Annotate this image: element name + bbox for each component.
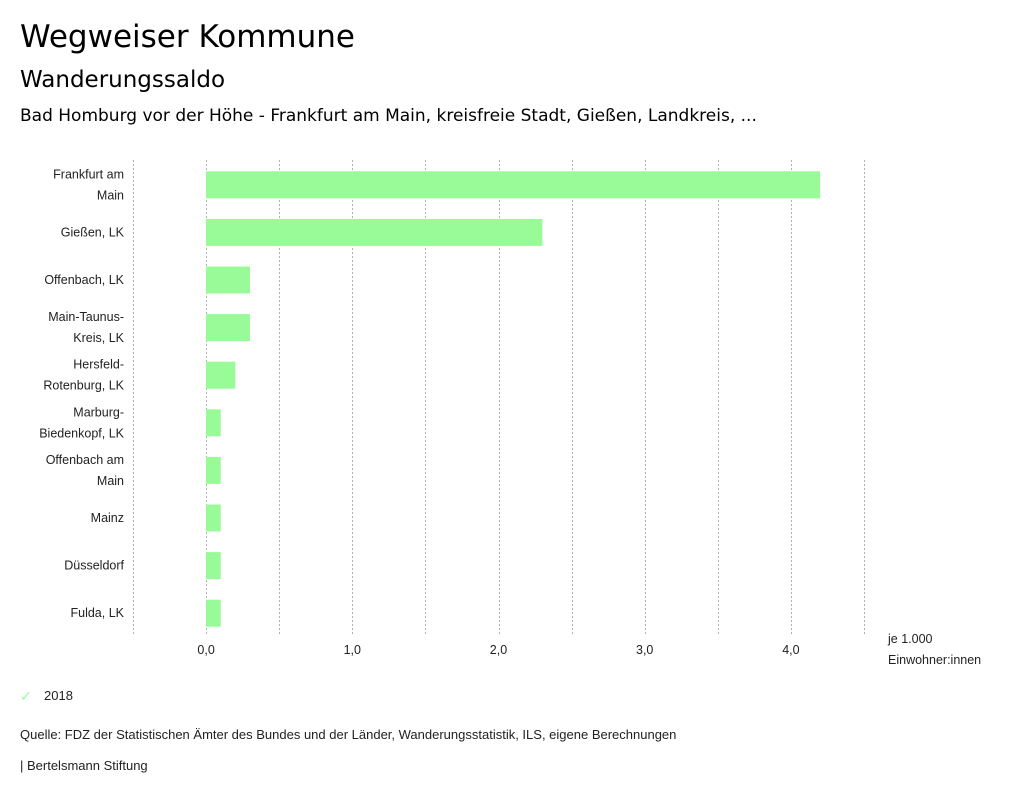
grid-lines: [133, 160, 865, 636]
category-label: Offenbach, LK: [44, 273, 124, 287]
legend-label-2018: 2018: [44, 688, 73, 703]
source-note: Quelle: FDZ der Statistischen Ämter des …: [20, 727, 677, 742]
check-icon[interactable]: ✓: [20, 688, 32, 704]
category-label: Biedenkopf, LK: [39, 426, 124, 440]
bar[interactable]: [206, 314, 250, 342]
category-label: Offenbach am: [46, 453, 124, 467]
unit-label-line: Einwohner:innen: [888, 653, 981, 667]
selection-description: Bad Homburg vor der Höhe - Frankfurt am …: [20, 106, 757, 126]
x-tick-labels: 0,0 1,0 2,0 3,0 4,0: [197, 643, 799, 657]
bar[interactable]: [206, 266, 250, 294]
bar[interactable]: [206, 456, 221, 484]
category-label: Gießen, LK: [61, 225, 125, 239]
unit-label: je 1.000 Einwohner:innen: [887, 632, 981, 667]
category-labels: Frankfurt am Main Gießen, LK Offenbach, LK M…: [39, 167, 124, 620]
page-title: Wegweiser Kommune: [20, 19, 355, 55]
category-label: Main-Taunus-: [48, 310, 124, 324]
category-label: Fulda, LK: [70, 606, 124, 620]
category-label: Frankfurt am: [53, 167, 124, 181]
unit-label-line: je 1.000: [887, 632, 933, 646]
chart-subtitle: Wanderungssaldo: [20, 67, 226, 93]
x-tick-label: 3,0: [636, 643, 653, 657]
bar[interactable]: [206, 552, 221, 580]
category-label: Kreis, LK: [73, 331, 124, 345]
legend[interactable]: ✓ 2018: [20, 686, 73, 706]
x-tick-label: 1,0: [344, 643, 361, 657]
bar[interactable]: [206, 409, 221, 437]
x-tick-label: 4,0: [782, 643, 799, 657]
bar[interactable]: [206, 504, 221, 532]
category-label: Main: [97, 188, 124, 202]
bar[interactable]: [206, 361, 236, 389]
bar-chart: Frankfurt am Main Gießen, LK Offenbach, LK M…: [39, 160, 981, 667]
category-label: Hersfeld-: [73, 358, 124, 372]
x-tick-label: 2,0: [490, 643, 507, 657]
category-label: Marburg-: [73, 405, 124, 419]
category-label: Mainz: [91, 511, 124, 525]
bar[interactable]: [206, 599, 221, 627]
category-label: Rotenburg, LK: [43, 379, 124, 393]
bar[interactable]: [206, 218, 543, 246]
x-tick-label: 0,0: [197, 643, 214, 657]
category-label: Düsseldorf: [64, 559, 124, 573]
bars: [206, 171, 821, 627]
category-label: Main: [97, 474, 124, 488]
publisher-note: | Bertelsmann Stiftung: [20, 758, 148, 773]
bar[interactable]: [206, 171, 821, 199]
